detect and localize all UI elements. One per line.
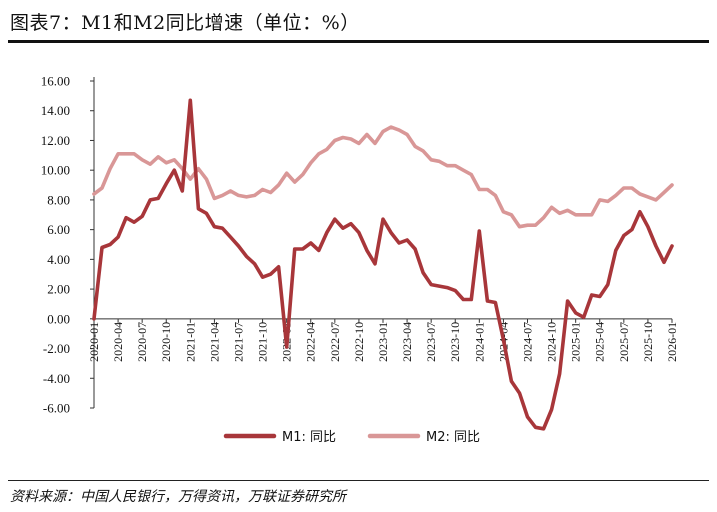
x-tick-label: 2023-07 <box>424 322 438 362</box>
y-tick-label: -4.00 <box>43 371 70 386</box>
y-tick-label: 0.00 <box>47 311 70 326</box>
x-tick-label: 2024-07 <box>521 322 535 362</box>
series-line-m1 <box>92 98 674 431</box>
x-tick-label: 2023-04 <box>400 322 414 362</box>
y-tick-label: -2.00 <box>43 341 70 356</box>
y-tick-label: 10.00 <box>41 163 70 178</box>
y-axis: -6.00 -4.00 -2.00 0.00 2.00 4.00 6.00 8.00 10.00… <box>41 74 95 416</box>
x-tick-label: 2023-01 <box>376 322 390 362</box>
source-rule <box>8 480 709 481</box>
legend: M1: 同比 M2: 同比 <box>223 430 480 445</box>
y-tick-label: -6.00 <box>43 401 70 416</box>
x-tick-label: 2020-10 <box>159 322 173 362</box>
series-lines <box>92 98 674 431</box>
series-line-m2 <box>92 125 674 229</box>
x-tick-label: 2024-10 <box>545 322 559 362</box>
y-tick-label: 8.00 <box>47 192 70 207</box>
legend-label: M1: 同比 <box>282 430 336 445</box>
y-tick-label: 12.00 <box>41 133 70 148</box>
x-tick-label: 2021-10 <box>256 322 270 362</box>
x-tick-label: 2025-07 <box>617 322 631 362</box>
figure-title: 图表7：M1和M2同比增速（单位：%） <box>10 12 360 34</box>
title-rule <box>8 40 709 43</box>
x-tick-label: 2021-07 <box>232 322 246 362</box>
x-axis: 2020-01 2020-04 2020-07 2020-10 2021-01 2021-… <box>87 318 679 362</box>
y-tick-label: 6.00 <box>47 222 70 237</box>
legend-label: M2: 同比 <box>426 430 480 445</box>
x-tick-label: 2020-01 <box>87 322 101 362</box>
x-tick-label: 2025-10 <box>641 322 655 362</box>
x-tick-label: 2022-07 <box>328 322 342 362</box>
x-tick-label: 2022-10 <box>352 322 366 362</box>
line-chart: -6.00 -4.00 -2.00 0.00 2.00 4.00 6.00 8.00 10.00… <box>41 74 679 446</box>
y-tick-label: 2.00 <box>47 282 70 297</box>
x-tick-label: 2021-01 <box>183 322 197 362</box>
x-tick-label: 2024-01 <box>472 322 486 362</box>
y-tick-label: 14.00 <box>41 103 70 118</box>
x-tick-label: 2025-04 <box>593 322 607 362</box>
y-tick-label: 4.00 <box>47 252 70 267</box>
x-tick-label: 2022-04 <box>304 322 318 362</box>
x-tick-label: 2020-07 <box>135 322 149 362</box>
y-tick-label: 16.00 <box>41 74 70 89</box>
x-tick-label: 2026-01 <box>665 322 679 362</box>
source-note: 资料来源：中国人民银行，万得资讯，万联证券研究所 <box>10 489 346 505</box>
x-tick-label: 2025-01 <box>569 322 583 362</box>
x-tick-label: 2020-04 <box>111 322 125 362</box>
x-tick-label: 2021-04 <box>207 322 221 362</box>
x-tick-label: 2023-10 <box>448 322 462 362</box>
